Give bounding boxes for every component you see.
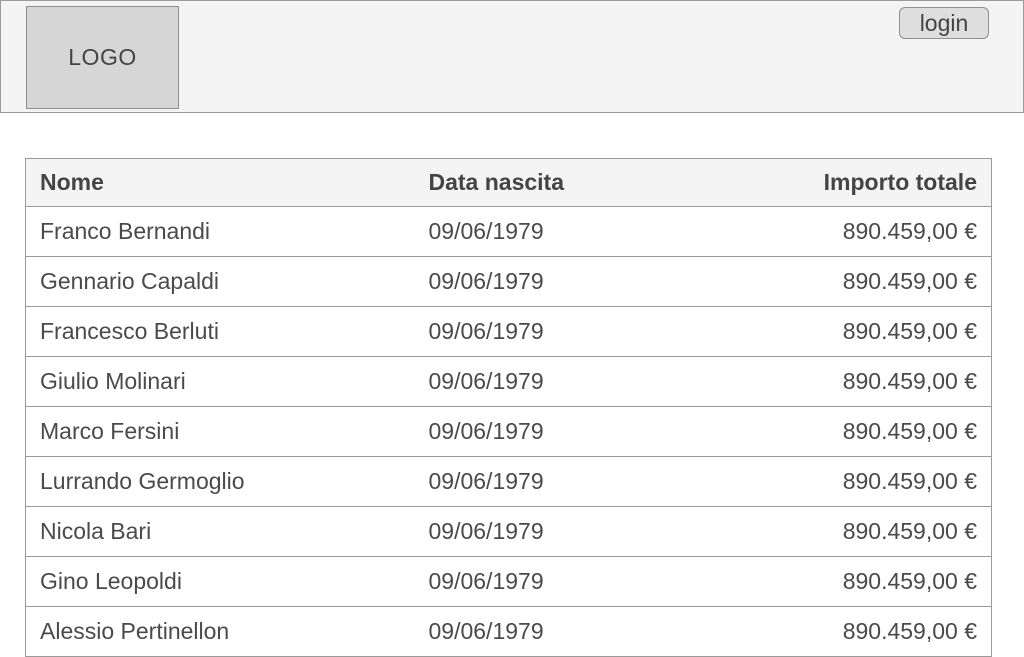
cell-importo-totale: 890.459,00 € <box>728 256 992 307</box>
table-row[interactable]: Nicola Bari 09/06/1979 890.459,00 € <box>25 506 992 557</box>
cell-importo-totale: 890.459,00 € <box>728 506 992 557</box>
table-row[interactable]: Giulio Molinari 09/06/1979 890.459,00 € <box>25 356 992 407</box>
data-table: Nome Data nascita Importo totale Franco … <box>25 158 992 657</box>
cell-data-nascita: 09/06/1979 <box>428 256 729 307</box>
cell-nome: Gennario Capaldi <box>25 256 429 307</box>
table-row[interactable]: Alessio Pertinellon 09/06/1979 890.459,0… <box>26 607 992 657</box>
column-header-data-nascita[interactable]: Data nascita <box>428 158 729 207</box>
cell-nome: Marco Fersini <box>25 406 429 457</box>
column-header-nome[interactable]: Nome <box>25 158 429 207</box>
table-body: Franco Bernandi 09/06/1979 890.459,00 € … <box>25 206 992 657</box>
table-row[interactable]: Lurrando Germoglio 09/06/1979 890.459,00… <box>25 456 992 507</box>
header-bar: LOGO login <box>0 0 1024 113</box>
cell-data-nascita: 09/06/1979 <box>428 618 544 644</box>
cell-data-nascita: 09/06/1979 <box>428 356 729 407</box>
cell-nome: Lurrando Germoglio <box>25 456 429 507</box>
cell-data-nascita: 09/06/1979 <box>428 456 729 507</box>
table-row[interactable]: Gennario Capaldi 09/06/1979 890.459,00 € <box>25 256 992 307</box>
table-header: Nome Data nascita Importo totale <box>25 158 992 207</box>
cell-data-nascita: 09/06/1979 <box>428 406 729 457</box>
table-row[interactable]: Francesco Berluti 09/06/1979 890.459,00 … <box>25 306 992 357</box>
cell-importo-totale: 890.459,00 € <box>728 356 992 407</box>
cell-data-nascita: 09/06/1979 <box>428 556 729 607</box>
cell-importo-totale: 890.459,00 € <box>728 456 992 507</box>
cell-importo-totale: 890.459,00 € <box>728 406 992 457</box>
cell-nome: Gino Leopoldi <box>25 556 429 607</box>
login-button[interactable]: login <box>899 7 989 39</box>
cell-nome: Alessio Pertinellon <box>40 618 230 644</box>
column-header-importo-totale[interactable]: Importo totale <box>728 158 992 207</box>
table-row[interactable]: Marco Fersini 09/06/1979 890.459,00 € <box>25 406 992 457</box>
cell-importo-totale: 890.459,00 € <box>728 556 992 607</box>
cell-nome: Giulio Molinari <box>25 356 429 407</box>
cell-importo-totale: 890.459,00 € <box>728 206 992 257</box>
cell-data-nascita: 09/06/1979 <box>428 306 729 357</box>
cell-nome: Franco Bernandi <box>25 206 429 257</box>
table-row[interactable]: Franco Bernandi 09/06/1979 890.459,00 € <box>25 206 992 257</box>
logo-placeholder: LOGO <box>26 6 179 109</box>
cell-data-nascita: 09/06/1979 <box>428 206 729 257</box>
table-header-row: Nome Data nascita Importo totale <box>25 158 992 207</box>
cell-nome: Francesco Berluti <box>25 306 429 357</box>
cell-nome: Nicola Bari <box>25 506 429 557</box>
table-row[interactable]: Gino Leopoldi 09/06/1979 890.459,00 € <box>25 556 992 607</box>
cell-importo-totale: 890.459,00 € <box>728 306 992 357</box>
cell-importo-totale: 890.459,00 € <box>842 618 977 644</box>
cell-data-nascita: 09/06/1979 <box>428 506 729 557</box>
